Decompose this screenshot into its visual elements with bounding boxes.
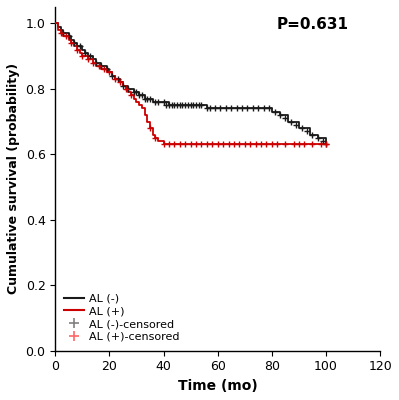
Y-axis label: Cumulative survival (probability): Cumulative survival (probability) xyxy=(7,63,20,294)
X-axis label: Time (mo): Time (mo) xyxy=(178,379,258,393)
Text: P=0.631: P=0.631 xyxy=(276,17,348,32)
Legend: AL (-), AL (+), AL (-)-censored, AL (+)-censored: AL (-), AL (+), AL (-)-censored, AL (+)-… xyxy=(61,290,182,345)
